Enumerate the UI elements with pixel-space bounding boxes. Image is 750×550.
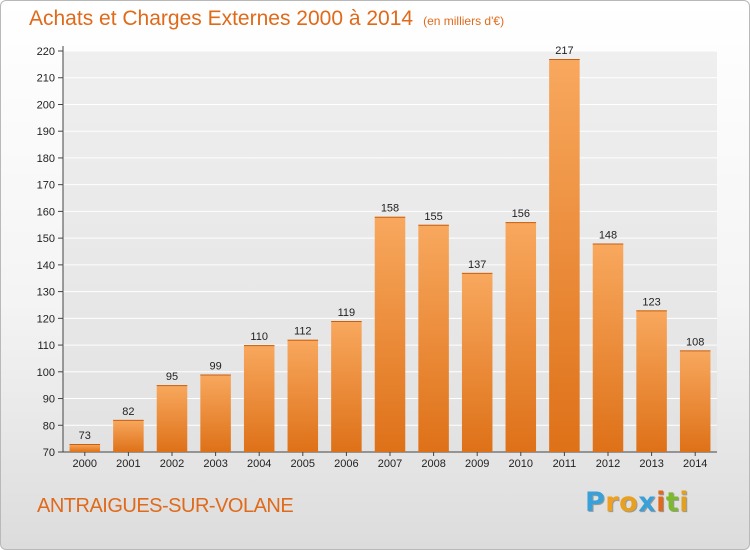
y-tick-label: 110: [37, 340, 55, 352]
x-tick-label: 2009: [465, 458, 489, 470]
y-tick-label: 100: [37, 367, 55, 379]
bar-value-label: 155: [424, 211, 442, 223]
y-tick-label: 90: [43, 394, 55, 406]
x-tick-label: 2012: [596, 458, 620, 470]
x-tick-label: 2004: [247, 458, 271, 470]
commune-name: ANTRAIGUES-SUR-VOLANE: [37, 495, 294, 517]
x-tick-label: 2006: [334, 458, 358, 470]
chart-subtitle: (en milliers d'€): [423, 14, 505, 28]
logo-letter: i: [679, 487, 690, 518]
bar: [505, 222, 537, 452]
bar: [418, 224, 449, 452]
y-tick-label: 190: [37, 126, 55, 138]
bar-value-label: 99: [209, 360, 221, 372]
bar-value-label: 82: [122, 406, 134, 418]
bar-value-label: 110: [250, 331, 268, 343]
logo-letter: o: [619, 487, 639, 518]
y-tick-label: 200: [37, 99, 55, 111]
y-tick-label: 160: [37, 206, 55, 218]
y-tick-label: 180: [37, 153, 55, 165]
bar: [461, 272, 493, 452]
bar-value-label: 123: [642, 296, 660, 308]
x-tick-label: 2001: [116, 458, 140, 470]
bar-value-label: 158: [381, 203, 399, 215]
logo-letter: t: [665, 487, 680, 518]
proxiti-logo[interactable]: Proxiti: [585, 487, 689, 518]
x-tick-label: 2000: [73, 458, 97, 470]
x-tick-label: 2014: [683, 458, 707, 470]
bar-value-label: 148: [599, 229, 617, 241]
chart-title-text: Achats et Charges Externes 2000 à 2014: [29, 7, 414, 30]
x-tick-label: 2007: [378, 458, 402, 470]
y-tick-label: 70: [43, 447, 55, 459]
y-tick-label: 130: [37, 287, 55, 299]
bar: [679, 350, 711, 452]
bar: [113, 419, 144, 452]
logo-letter: P: [585, 487, 606, 518]
y-tick-label: 150: [37, 233, 55, 245]
y-tick-label: 220: [37, 46, 55, 58]
bar-value-label: 217: [555, 45, 573, 57]
bar: [331, 321, 362, 452]
bar-value-label: 95: [166, 371, 178, 383]
x-tick-label: 2013: [639, 458, 663, 470]
y-tick-label: 170: [37, 180, 55, 192]
bar: [549, 59, 580, 453]
chart-title: Achats et Charges Externes 2000 à 2014 (e…: [29, 7, 504, 31]
logo-letter: i: [656, 487, 666, 518]
bar: [592, 243, 624, 452]
bar: [156, 385, 188, 452]
logo-letter: x: [638, 487, 657, 518]
bar-value-label: 112: [294, 326, 312, 338]
bar-value-label: 156: [512, 208, 530, 220]
bar: [243, 345, 275, 452]
bar: [69, 443, 101, 452]
bar: [374, 216, 406, 452]
bar-value-label: 108: [686, 336, 704, 348]
bar-value-label: 137: [468, 259, 486, 271]
bar: [287, 339, 319, 452]
y-tick-label: 80: [43, 420, 55, 432]
y-tick-label: 210: [37, 73, 55, 85]
x-tick-label: 2005: [291, 458, 315, 470]
bar: [636, 310, 667, 452]
x-tick-label: 2008: [421, 458, 445, 470]
x-tick-label: 2002: [160, 458, 184, 470]
y-tick-label: 120: [37, 313, 55, 325]
bar-value-label: 119: [338, 307, 356, 319]
y-tick-label: 140: [37, 260, 55, 272]
x-tick-label: 2003: [203, 458, 227, 470]
bar-value-label: 73: [79, 430, 91, 442]
x-tick-label: 2011: [553, 458, 577, 470]
bar: [200, 374, 231, 452]
x-tick-label: 2010: [509, 458, 533, 470]
logo-letter: r: [605, 487, 620, 518]
